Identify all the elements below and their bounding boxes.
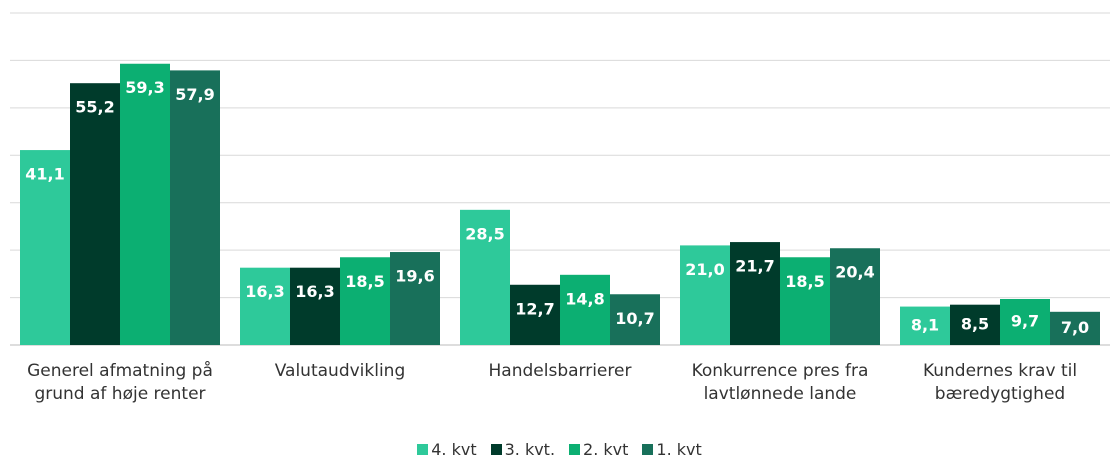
legend-label: 2. kvt	[583, 440, 629, 459]
data-label: 41,1	[25, 165, 64, 184]
legend-item: 1. kvt	[642, 440, 702, 459]
legend-item: 2. kvt	[569, 440, 628, 459]
x-tick-label: Valutaudvikling	[274, 361, 406, 381]
bar	[1050, 311, 1100, 345]
data-label: 55,2	[75, 98, 114, 117]
data-label: 19,6	[395, 267, 434, 286]
data-label: 57,9	[175, 85, 214, 104]
data-label: 9,7	[1011, 311, 1039, 330]
data-label: 8,1	[911, 315, 939, 334]
bar	[290, 267, 340, 345]
bar	[340, 257, 390, 345]
legend-item: 4. kvt	[417, 440, 477, 459]
data-label: 28,5	[465, 224, 504, 243]
data-label: 18,5	[785, 272, 824, 291]
x-tick-label: Handelsbarrierer	[488, 361, 632, 381]
bar	[460, 209, 510, 345]
data-label: 14,8	[565, 289, 604, 308]
data-label: 16,3	[295, 282, 334, 301]
data-label: 59,3	[125, 78, 164, 97]
data-label: 16,3	[245, 282, 284, 301]
x-tick-label: Konkurrence pres fra lavtlønnede lande	[691, 361, 869, 404]
bar	[390, 252, 440, 345]
data-label: 21,0	[685, 260, 724, 279]
bar	[510, 284, 560, 345]
bar	[900, 306, 950, 345]
bar	[170, 70, 220, 345]
bar	[780, 257, 830, 345]
bar	[610, 294, 660, 345]
legend-label: 4. kvt	[431, 440, 477, 459]
data-label: 20,4	[835, 263, 874, 282]
data-label: 21,7	[735, 257, 774, 276]
x-tick-label: Generel afmatning på grund af høje rente…	[27, 361, 213, 404]
plot: 41,1 55,2 59,3 57,9 16,3 16,3 18,5 19,6 28,5 12,7…	[10, 12, 1110, 346]
bar	[1000, 298, 1050, 345]
data-label: 10,7	[615, 309, 654, 328]
legend-swatch	[569, 444, 581, 455]
bar	[240, 267, 290, 345]
data-label: 7,0	[1061, 318, 1089, 337]
legend-item: 3. kvt.	[490, 440, 556, 459]
legend-swatch	[490, 444, 502, 455]
bar	[680, 245, 730, 345]
data-label: 12,7	[515, 299, 554, 318]
bar	[730, 242, 780, 345]
bar	[120, 63, 170, 346]
legend-swatch	[417, 444, 429, 455]
legend-swatch	[642, 444, 654, 455]
bar	[950, 304, 1000, 345]
bar	[70, 83, 120, 346]
bar	[830, 248, 880, 345]
legend-label: 3. kvt.	[504, 440, 556, 459]
bar	[20, 150, 70, 345]
legend-label: 1. kvt	[656, 440, 702, 459]
x-tick-label: Kundernes krav til bæredygtighed	[922, 361, 1078, 404]
bar	[560, 274, 610, 345]
data-label: 18,5	[345, 272, 384, 291]
legend: 4. kvt 3. kvt. 2. kvt 1. kvt	[0, 440, 1119, 459]
data-label: 8,5	[961, 314, 989, 333]
